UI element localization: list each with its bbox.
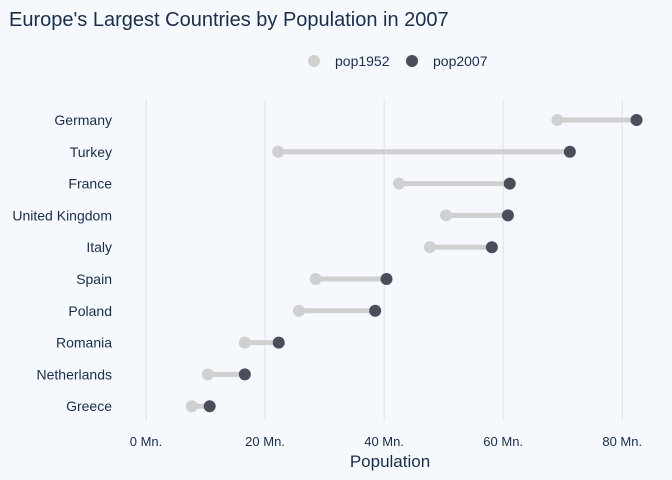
- points: [185, 114, 643, 413]
- x-tick-label: 20 Mn.: [245, 434, 285, 449]
- point-pop2007: [380, 273, 393, 285]
- point-pop1952: [393, 177, 405, 190]
- x-tick-label: 80 Mn.: [602, 434, 642, 449]
- point-pop2007: [630, 114, 643, 126]
- category-label: Romania: [56, 335, 112, 351]
- point-pop2007: [203, 400, 216, 413]
- y-axis-categories: Germany Turkey France United Kingdom Italy Sp…: [12, 112, 112, 414]
- point-pop2007: [238, 368, 251, 381]
- connectors: [189, 117, 640, 409]
- legend-label-pop2007: pop2007: [433, 53, 488, 69]
- point-pop2007: [369, 304, 382, 317]
- category-label: Italy: [86, 239, 112, 255]
- point-pop1952: [292, 304, 305, 317]
- point-pop1952: [423, 241, 436, 254]
- point-pop1952: [185, 400, 198, 413]
- legend-marker-pop2007: [406, 55, 418, 67]
- x-axis-ticks: 0 Mn. 20 Mn. 40 Mn. 60 Mn. 80 Mn.: [130, 434, 642, 449]
- point-pop1952: [238, 336, 251, 349]
- category-label: France: [68, 176, 112, 192]
- x-tick-label: 60 Mn.: [483, 434, 523, 449]
- category-label: United Kingdom: [12, 207, 112, 223]
- point-pop1952: [551, 114, 564, 126]
- category-label: Turkey: [70, 144, 112, 160]
- legend: pop1952 pop2007: [308, 53, 488, 69]
- x-tick-label: 40 Mn.: [364, 434, 404, 449]
- x-tick-label: 0 Mn.: [130, 434, 163, 449]
- x-axis-title: Population: [350, 452, 430, 471]
- point-pop2007: [501, 209, 514, 222]
- point-pop2007: [485, 241, 498, 254]
- category-label: Netherlands: [37, 366, 113, 382]
- category-label: Poland: [68, 303, 112, 319]
- point-pop2007: [563, 145, 576, 158]
- category-label: Germany: [54, 112, 112, 128]
- point-pop2007: [503, 177, 516, 190]
- point-pop1952: [272, 145, 285, 158]
- category-label: Greece: [66, 398, 112, 414]
- legend-label-pop1952: pop1952: [335, 53, 390, 69]
- point-pop1952: [309, 273, 322, 285]
- legend-marker-pop1952: [308, 55, 320, 67]
- point-pop1952: [201, 368, 214, 381]
- chart-title: Europe's Largest Countries by Population…: [9, 9, 449, 31]
- category-label: Spain: [76, 271, 112, 287]
- point-pop2007: [272, 336, 285, 349]
- point-pop1952: [440, 209, 453, 222]
